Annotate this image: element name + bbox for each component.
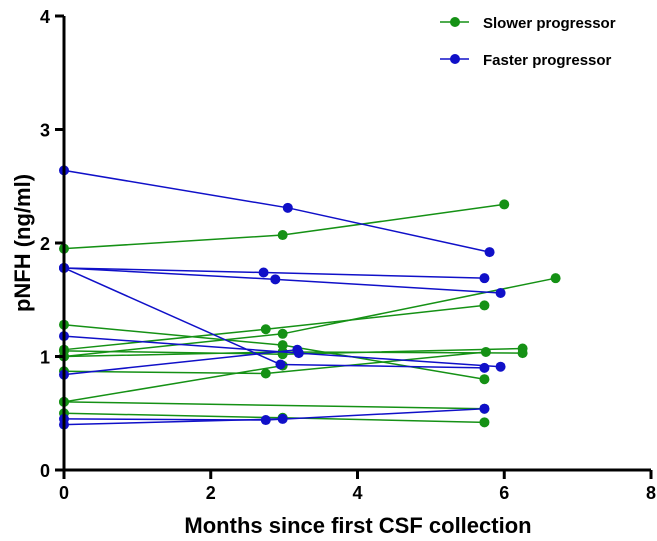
data-point-slower	[479, 374, 490, 385]
x-tick-label: 4	[352, 483, 362, 503]
data-point-faster	[479, 362, 490, 373]
data-point-slower	[260, 368, 271, 379]
data-point-faster	[277, 413, 288, 424]
data-point-faster	[282, 202, 293, 213]
series-line-slower	[63, 412, 485, 424]
y-tick-label: 0	[40, 461, 50, 481]
data-point-slower	[550, 273, 561, 284]
data-point-slower	[499, 199, 510, 210]
data-point-slower	[517, 348, 528, 359]
y-tick-label: 1	[40, 348, 50, 368]
series-line-slower	[63, 304, 485, 351]
legend-item-faster: Faster progressor	[440, 52, 612, 69]
data-point-faster	[484, 247, 495, 258]
data-point-faster	[275, 359, 286, 370]
series-line-slower	[63, 277, 556, 358]
series-line-faster	[63, 267, 501, 294]
series-line-slower	[63, 401, 485, 410]
data-point-faster	[258, 267, 269, 278]
legend-label-faster: Faster progressor	[483, 52, 612, 69]
y-tick-label: 3	[40, 121, 50, 141]
x-tick-label: 2	[206, 483, 216, 503]
data-point-slower	[277, 328, 288, 339]
y-tick-label: 2	[40, 234, 50, 254]
legend-label-slower: Slower progressor	[483, 15, 616, 32]
data-point-faster	[292, 344, 303, 355]
data-point-slower	[479, 417, 490, 428]
legend-marker-faster	[450, 54, 460, 64]
data-point-slower	[260, 324, 271, 335]
data-point-slower	[277, 230, 288, 241]
series-line-slower	[63, 364, 283, 403]
ticks-layer: 0 2 4 6 8 0 1 2 3 4	[40, 7, 656, 503]
legend-marker-slower	[450, 17, 460, 27]
data-point-slower	[480, 346, 491, 357]
x-axis-title: Months since first CSF collection	[184, 513, 531, 538]
y-axis-title: pNFH (ng/ml)	[10, 174, 35, 312]
legend: Slower progressor Faster progressor	[440, 15, 616, 69]
data-point-faster	[260, 415, 271, 426]
data-point-faster	[495, 361, 506, 372]
y-tick-label: 4	[40, 7, 50, 27]
data-point-faster	[479, 403, 490, 414]
series-line-faster	[63, 169, 490, 253]
series-line-faster	[63, 348, 298, 376]
data-point-slower	[479, 300, 490, 311]
legend-item-slower: Slower progressor	[440, 15, 616, 32]
data-point-faster	[270, 274, 281, 285]
x-tick-label: 6	[499, 483, 509, 503]
data-point-faster	[479, 273, 490, 284]
data-point-faster	[495, 287, 506, 298]
x-tick-label: 8	[646, 483, 656, 503]
series-layer	[59, 165, 561, 430]
x-tick-label: 0	[59, 483, 69, 503]
